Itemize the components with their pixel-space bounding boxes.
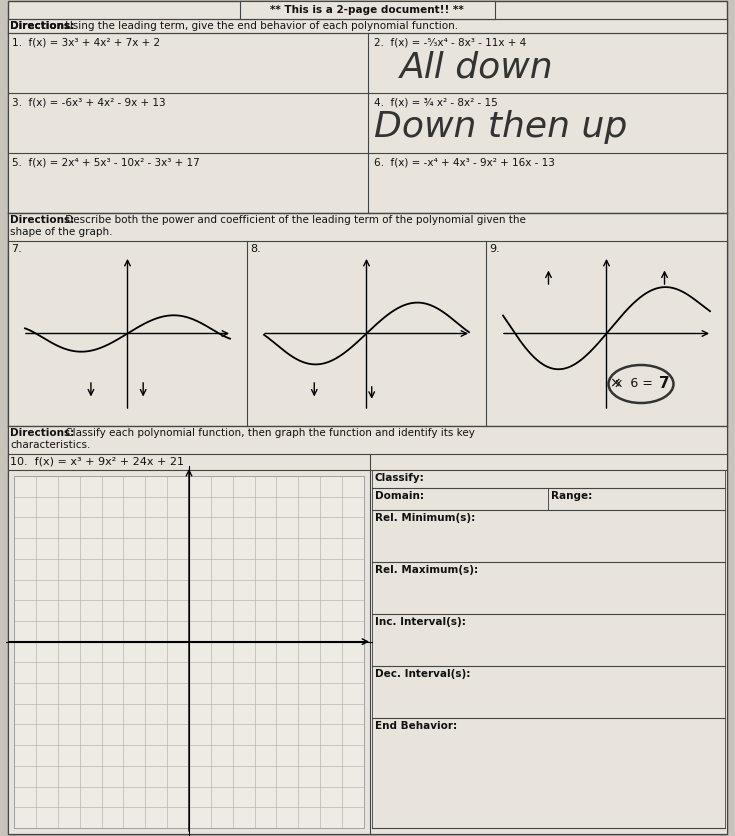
Text: Rel. Minimum(s):: Rel. Minimum(s):: [375, 512, 476, 522]
Text: ×: ×: [609, 375, 620, 390]
Text: Using the leading term, give the end behavior of each polynomial function.: Using the leading term, give the end beh…: [62, 21, 458, 31]
Text: Down then up: Down then up: [374, 110, 627, 144]
Text: 1.  f(x) = 3x³ + 4x² + 7x + 2: 1. f(x) = 3x³ + 4x² + 7x + 2: [12, 37, 160, 47]
Text: 3.  f(x) = -6x³ + 4x² - 9x + 13: 3. f(x) = -6x³ + 4x² - 9x + 13: [12, 97, 165, 107]
Bar: [240, 2, 495, 20]
Text: Classify:: Classify:: [375, 472, 425, 482]
Text: Dec. Interval(s):: Dec. Interval(s):: [375, 668, 470, 678]
Text: Directions:: Directions:: [10, 21, 74, 31]
Text: 9.: 9.: [489, 244, 500, 253]
Text: Directions: Using the leading term, give the end behavior of each polynomial fun: Directions: Using the leading term, give…: [0, 835, 1, 836]
Text: Directions:: Directions:: [10, 21, 74, 31]
Text: x  6 =: x 6 =: [615, 376, 653, 390]
Text: 4.  f(x) = ¾ x² - 8x² - 15: 4. f(x) = ¾ x² - 8x² - 15: [374, 97, 498, 107]
Text: ** This is a 2-page document!! **: ** This is a 2-page document!! **: [270, 5, 464, 15]
Bar: [8, 426, 727, 834]
Text: shape of the graph.: shape of the graph.: [10, 227, 112, 237]
Text: All down: All down: [400, 50, 553, 84]
Bar: [8, 214, 727, 426]
Text: 7.: 7.: [11, 244, 22, 253]
Bar: [548, 488, 725, 511]
Text: Rel. Maximum(s):: Rel. Maximum(s):: [375, 564, 478, 574]
Text: characteristics.: characteristics.: [10, 440, 90, 450]
Text: 7: 7: [659, 375, 670, 390]
Text: End Behavior:: End Behavior:: [375, 720, 457, 730]
Bar: [372, 471, 725, 488]
Bar: [372, 511, 725, 563]
Text: Describe both the power and coefficient of the leading term of the polynomial gi: Describe both the power and coefficient …: [62, 215, 526, 225]
Bar: [8, 20, 727, 214]
Text: 10.  f(x) = x³ + 9x² + 24x + 21: 10. f(x) = x³ + 9x² + 24x + 21: [10, 456, 184, 466]
Text: 6.  f(x) = -x⁴ + 4x³ - 9x² + 16x - 13: 6. f(x) = -x⁴ + 4x³ - 9x² + 16x - 13: [374, 157, 555, 167]
Text: Range:: Range:: [551, 491, 592, 501]
Text: 2.  f(x) = -⁵⁄₃x⁴ - 8x³ - 11x + 4: 2. f(x) = -⁵⁄₃x⁴ - 8x³ - 11x + 4: [374, 37, 526, 47]
Bar: [372, 614, 725, 666]
Bar: [14, 477, 364, 828]
Text: Directions:: Directions:: [10, 427, 74, 437]
Text: Classify each polynomial function, then graph the function and identify its key: Classify each polynomial function, then …: [62, 427, 475, 437]
Text: 5.  f(x) = 2x⁴ + 5x³ - 10x² - 3x³ + 17: 5. f(x) = 2x⁴ + 5x³ - 10x² - 3x³ + 17: [12, 157, 200, 167]
Bar: [372, 563, 725, 614]
Text: 8.: 8.: [250, 244, 261, 253]
Text: Inc. Interval(s):: Inc. Interval(s):: [375, 616, 466, 626]
Bar: [372, 666, 725, 718]
Bar: [372, 488, 548, 511]
Bar: [372, 718, 725, 828]
Text: Domain:: Domain:: [375, 491, 424, 501]
Text: Directions:: Directions:: [10, 215, 74, 225]
